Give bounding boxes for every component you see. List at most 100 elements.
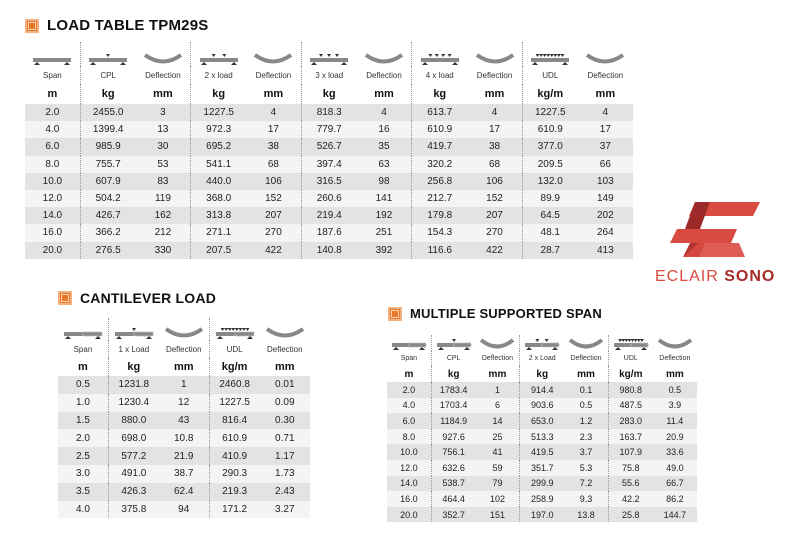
table-cell: 422 bbox=[467, 241, 523, 259]
table-cell: 256.8 bbox=[411, 172, 468, 190]
table-cell: 816.4 bbox=[208, 411, 260, 430]
table-cell: 17 bbox=[577, 121, 633, 139]
table-cell: 38.7 bbox=[158, 464, 210, 483]
table-cell: 1399.4 bbox=[79, 121, 136, 139]
orange-square-icon bbox=[25, 18, 39, 33]
table-cell: 491.0 bbox=[107, 464, 159, 483]
table-cell: 2.0 bbox=[25, 104, 81, 122]
table-cell: 0.01 bbox=[259, 376, 310, 394]
table-cell: 258.9 bbox=[519, 491, 565, 507]
deflection-icon bbox=[254, 53, 293, 64]
column-unit: m bbox=[404, 368, 414, 380]
column-label: Deflection bbox=[255, 70, 292, 80]
table-cell: 2455.0 bbox=[79, 104, 136, 122]
table-cell: 98 bbox=[356, 172, 412, 190]
table-cell: 38 bbox=[467, 138, 523, 156]
table-cell: 8.0 bbox=[25, 155, 81, 173]
table-cell: 290.3 bbox=[208, 464, 260, 483]
table-cell: 13 bbox=[135, 121, 191, 139]
table-cell: 49.0 bbox=[652, 459, 697, 476]
table-cell: 2.5 bbox=[58, 447, 109, 465]
table-cell: 149 bbox=[577, 189, 633, 208]
table-cell: 251 bbox=[356, 224, 412, 242]
icon-cell bbox=[190, 42, 247, 66]
table-cell: 63 bbox=[356, 155, 412, 173]
header-label-row: Span 1 x Load Deflection UDL Deflection bbox=[58, 340, 310, 358]
table-cell: 64.5 bbox=[521, 207, 578, 225]
table-cell: 413 bbox=[577, 241, 633, 259]
table-cell: 192 bbox=[356, 207, 412, 225]
table-cell: 375.8 bbox=[107, 500, 159, 519]
table-row: 12.0 504.2 119 368.0 152 260.6 141 212.7 152 89.9… bbox=[25, 189, 633, 208]
table-cell: 419.5 bbox=[519, 444, 565, 460]
table-cell: 513.3 bbox=[519, 428, 565, 445]
table-cell: 68 bbox=[246, 155, 302, 173]
icon-cell bbox=[564, 335, 608, 351]
unit-row: m kg mm kg mm kg/m mm bbox=[387, 366, 697, 382]
icon-cell bbox=[578, 42, 633, 66]
brand-name: ECLAIR SONO bbox=[655, 268, 775, 286]
header-label-row: Span CPL Deflection 2 x load Deflection 3 x l… bbox=[25, 66, 633, 84]
table-cell: 37 bbox=[577, 138, 633, 156]
multiple-supported-span-table: Span CPL Deflection 2 x Load Deflection UDL De… bbox=[387, 335, 697, 523]
icon-cell bbox=[387, 335, 431, 351]
table-cell: 12.0 bbox=[25, 189, 81, 208]
table-cell: 83 bbox=[135, 172, 191, 190]
icon-cell bbox=[653, 335, 697, 351]
deflection-icon bbox=[480, 338, 515, 349]
table-row: 3.0 491.0 38.7 290.3 1.73 bbox=[58, 464, 310, 483]
table-cell: 260.6 bbox=[300, 189, 357, 208]
table-cell: 1.17 bbox=[259, 447, 310, 465]
table-cell: 75.8 bbox=[607, 459, 653, 476]
table-row: 2.0 2455.0 3 1227.5 4 818.3 4 613.7 4 1227.5 4 bbox=[25, 104, 633, 122]
load-table-title: LOAD TABLE TPM29S bbox=[25, 17, 208, 34]
brand-light-text: ECLAIR bbox=[655, 268, 719, 285]
deflection-icon bbox=[568, 338, 604, 349]
icon-cell bbox=[25, 42, 80, 66]
table-row: 0.5 1231.8 1 2460.8 0.01 bbox=[58, 376, 310, 394]
table-cell: 366.2 bbox=[79, 224, 136, 242]
table-cell: 55.6 bbox=[607, 475, 653, 492]
table-cell: 207 bbox=[467, 207, 523, 225]
column-unit: m bbox=[47, 88, 58, 100]
table-cell: 2.43 bbox=[259, 482, 310, 501]
table-cell: 880.0 bbox=[107, 411, 159, 430]
table-cell: 16.0 bbox=[387, 491, 432, 507]
icon-cell bbox=[79, 42, 136, 66]
column-unit: mm bbox=[374, 88, 394, 100]
table-cell: 162 bbox=[135, 207, 191, 225]
title-text: CANTILEVER LOAD bbox=[80, 290, 216, 306]
table-cell: 1231.8 bbox=[107, 376, 159, 394]
table-cell: 25 bbox=[475, 428, 520, 445]
table-cell: 464.4 bbox=[430, 491, 476, 507]
table-cell: 1184.9 bbox=[430, 413, 476, 429]
table-cell: 541.1 bbox=[190, 155, 247, 173]
deflection-icon bbox=[657, 338, 693, 349]
table-cell: 320.2 bbox=[411, 155, 468, 173]
column-unit: mm bbox=[484, 88, 505, 100]
table-cell: 16 bbox=[356, 121, 412, 139]
table-cell: 163.7 bbox=[607, 428, 653, 445]
table-cell: 755.7 bbox=[79, 155, 136, 173]
table-cell: 17 bbox=[467, 121, 523, 139]
column-label: UDL bbox=[521, 66, 578, 84]
table-row: 3.5 426.3 62.4 219.3 2.43 bbox=[58, 482, 310, 501]
column-label: Deflection bbox=[366, 70, 402, 80]
table-cell: 141 bbox=[356, 189, 412, 208]
table-cell: 7.2 bbox=[564, 475, 609, 492]
unit-row: m kg mm kg/m mm bbox=[58, 358, 310, 376]
table-cell: 3.5 bbox=[58, 482, 109, 501]
table-cell: 3 bbox=[135, 104, 191, 122]
table-cell: 1230.4 bbox=[107, 393, 159, 412]
table-row: 6.0 1184.9 14 653.0 1.2 283.0 11.4 bbox=[387, 413, 697, 429]
column-label: UDL bbox=[208, 340, 260, 358]
table-cell: 16.0 bbox=[25, 224, 81, 242]
table-cell: 10.8 bbox=[158, 429, 210, 448]
icon-row bbox=[387, 335, 697, 351]
table-cell: 632.6 bbox=[430, 459, 476, 476]
table-cell: 68 bbox=[467, 155, 523, 173]
table-cell: 538.7 bbox=[430, 475, 476, 492]
table-row: 16.0 366.2 212 271.1 270 187.6 251 154.3 270 48.1… bbox=[25, 224, 633, 242]
table-row: 2.0 698.0 10.8 610.9 0.71 bbox=[58, 429, 310, 448]
unit-row: m kg mm kg mm kg mm kg mm kg/m mm bbox=[25, 84, 633, 104]
